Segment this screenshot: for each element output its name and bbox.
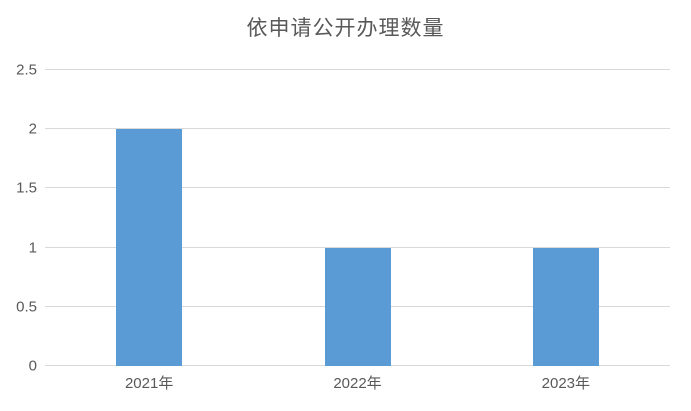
y-tick-label: 1.5 xyxy=(16,179,37,197)
bars xyxy=(45,70,670,366)
y-tick-label: 0 xyxy=(28,357,37,375)
x-axis-labels: 2021年 2022年 2023年 xyxy=(45,375,670,397)
gridline xyxy=(45,69,670,70)
plot-area xyxy=(45,69,670,366)
gridline xyxy=(45,128,670,130)
gridline xyxy=(45,187,670,189)
x-tick-label: 2021年 xyxy=(124,375,174,392)
y-tick-label: 1 xyxy=(28,239,37,257)
gridline xyxy=(45,246,670,248)
bar xyxy=(324,247,391,366)
y-tick-label: 0.5 xyxy=(16,298,37,316)
y-tick-label: 2.5 xyxy=(16,61,37,79)
bar xyxy=(116,129,183,366)
bar xyxy=(532,247,599,366)
x-tick-label: 2022年 xyxy=(333,375,382,392)
chart-title: 依申请公开办理数量 xyxy=(246,16,445,40)
y-axis-labels: 0 0.5 1 1.5 2 2.5 xyxy=(0,63,37,374)
y-tick-label: 2 xyxy=(28,120,37,138)
x-tick-label: 2023年 xyxy=(541,375,591,392)
